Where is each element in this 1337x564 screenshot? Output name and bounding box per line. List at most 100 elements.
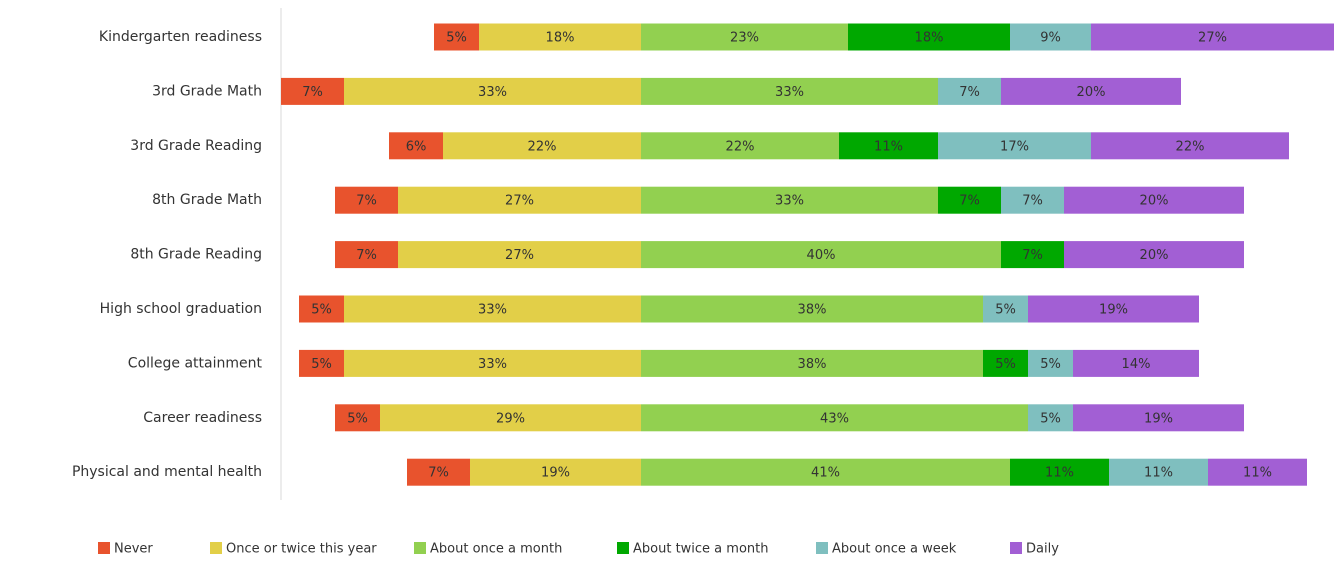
data-label: 38% [798, 357, 827, 372]
data-label: 14% [1122, 357, 1151, 372]
bar-segment [1028, 404, 1073, 432]
data-label: 20% [1140, 194, 1169, 209]
bar-segment [398, 186, 641, 214]
legend-swatch [1010, 542, 1022, 554]
bar-segment [335, 241, 398, 269]
data-label: 27% [505, 194, 534, 209]
data-label: 7% [959, 85, 980, 100]
data-label: 11% [1045, 466, 1074, 481]
bar-segment [1064, 241, 1244, 269]
bar-segment [641, 241, 1001, 269]
data-label: 11% [1144, 466, 1173, 481]
data-label: 18% [915, 31, 944, 46]
bar-segment [641, 295, 983, 323]
legend-label: About once a month [430, 542, 562, 557]
bar-segment [1001, 186, 1064, 214]
legend-label: About twice a month [633, 542, 768, 557]
category-label: Career readiness [143, 410, 262, 426]
data-label: 5% [347, 411, 368, 426]
bar-segment [839, 132, 938, 160]
bar-segment [1073, 349, 1199, 377]
data-label: 22% [726, 139, 755, 154]
data-label: 11% [874, 139, 903, 154]
data-label: 5% [1040, 411, 1061, 426]
bar-segment [389, 132, 443, 160]
data-label: 41% [811, 466, 840, 481]
data-label: 20% [1077, 85, 1106, 100]
bar-segment [1073, 404, 1244, 432]
data-label: 23% [730, 31, 759, 46]
bar-segment [281, 77, 344, 105]
data-label: 7% [356, 248, 377, 263]
bar-segment [299, 295, 344, 323]
bar-segment [1028, 295, 1199, 323]
data-label: 18% [546, 31, 575, 46]
bar-segment [641, 349, 983, 377]
bar-segment [344, 349, 641, 377]
bar-segment [641, 77, 938, 105]
data-label: 33% [775, 194, 804, 209]
data-label: 5% [1040, 357, 1061, 372]
data-label: 7% [428, 466, 449, 481]
category-label: College attainment [128, 355, 263, 371]
legend-label: Once or twice this year [226, 542, 377, 557]
data-label: 5% [995, 303, 1016, 318]
bar-segment [299, 349, 344, 377]
data-label: 38% [798, 303, 827, 318]
data-label: 40% [807, 248, 836, 263]
legend-label: Never [114, 542, 153, 557]
bar-segment [1028, 349, 1073, 377]
bar-segment [938, 186, 1001, 214]
bar-segment [1064, 186, 1244, 214]
data-label: 6% [406, 139, 427, 154]
data-label: 29% [496, 411, 525, 426]
data-label: 7% [302, 85, 323, 100]
bar-segment [641, 404, 1028, 432]
bar-segment [470, 458, 641, 486]
legend-label: About once a week [832, 542, 957, 557]
category-label: 8th Grade Math [152, 192, 262, 208]
category-label: 3rd Grade Reading [130, 138, 262, 154]
data-label: 7% [1022, 248, 1043, 263]
bar-segment [1109, 458, 1208, 486]
data-label: 27% [505, 248, 534, 263]
bar-segment [938, 132, 1091, 160]
bar-segment [1010, 23, 1091, 51]
legend-swatch [816, 542, 828, 554]
bar-segment [983, 349, 1028, 377]
data-label: 27% [1198, 31, 1227, 46]
data-label: 33% [478, 357, 507, 372]
bar-segment [344, 295, 641, 323]
category-label: 8th Grade Reading [130, 247, 262, 263]
bar-segment [335, 404, 380, 432]
legend-swatch [414, 542, 426, 554]
bar-segment [479, 23, 641, 51]
data-label: 5% [311, 357, 332, 372]
data-label: 7% [1022, 194, 1043, 209]
data-label: 11% [1243, 466, 1272, 481]
bar-segment [641, 23, 848, 51]
data-label: 33% [478, 303, 507, 318]
bar-segment [344, 77, 641, 105]
data-label: 20% [1140, 248, 1169, 263]
data-label: 17% [1000, 139, 1029, 154]
category-label: Physical and mental health [72, 464, 262, 480]
bar-segment [1091, 132, 1289, 160]
data-label: 9% [1040, 31, 1061, 46]
data-label: 5% [995, 357, 1016, 372]
data-label: 7% [959, 194, 980, 209]
bar-segment [641, 458, 1010, 486]
bar-segment [1010, 458, 1109, 486]
category-label: 3rd Grade Math [152, 83, 262, 99]
data-label: 5% [311, 303, 332, 318]
bar-segment [1091, 23, 1334, 51]
bar-segment [398, 241, 641, 269]
bar-segment [848, 23, 1010, 51]
bar-segment [380, 404, 641, 432]
data-label: 22% [528, 139, 557, 154]
data-label: 33% [775, 85, 804, 100]
legend-swatch [210, 542, 222, 554]
bar-segment [1001, 77, 1181, 105]
bar-segment [407, 458, 470, 486]
